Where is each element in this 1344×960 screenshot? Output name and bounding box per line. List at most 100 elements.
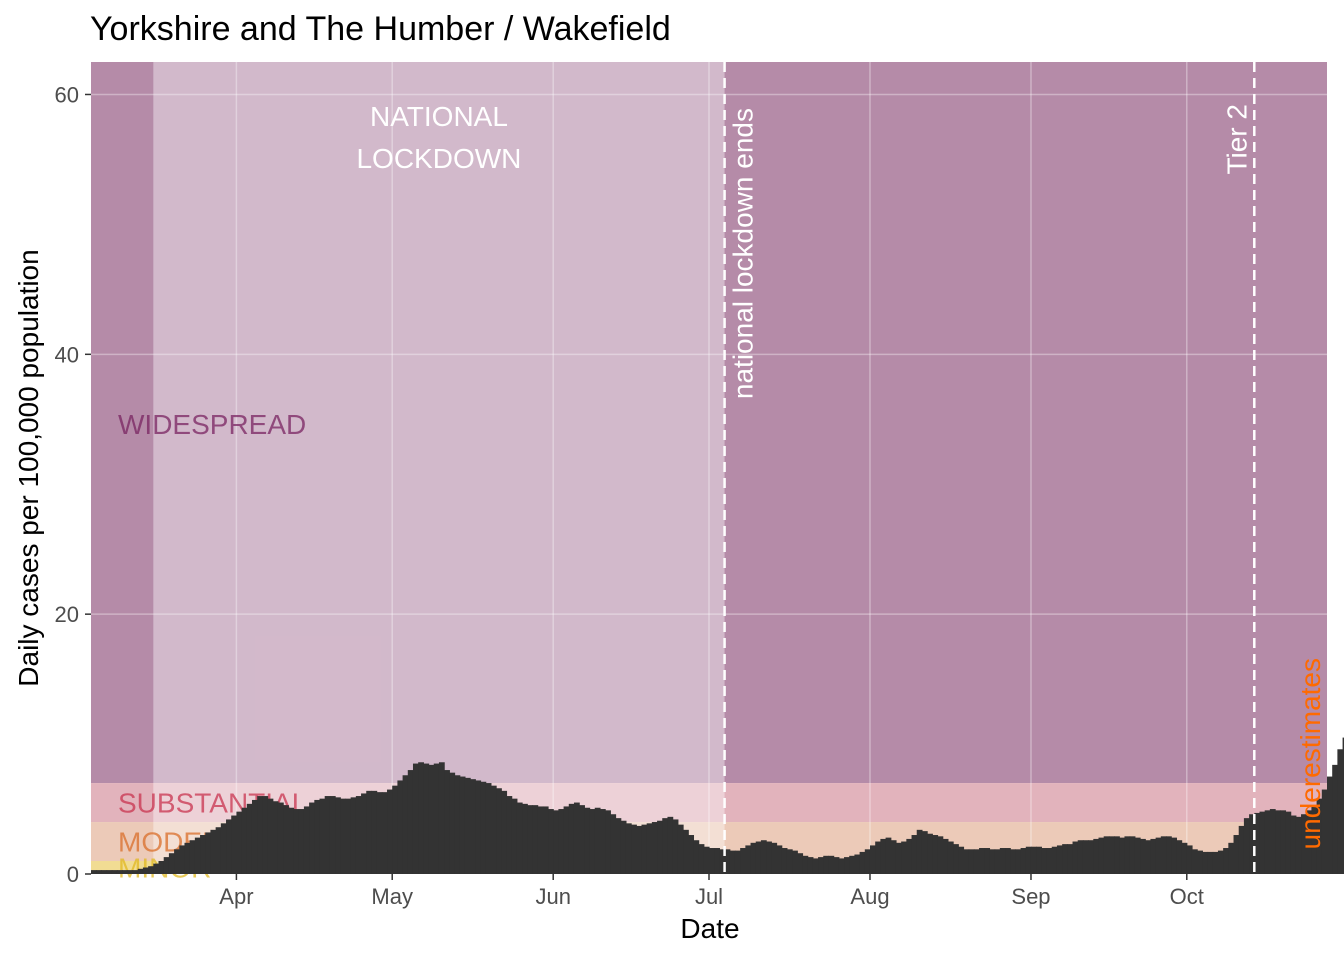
- case-bar: [106, 870, 113, 874]
- case-bar: [1243, 818, 1250, 874]
- x-axis-title: Date: [680, 913, 739, 944]
- case-bar: [231, 815, 238, 874]
- case-bar: [994, 849, 1001, 874]
- case-bar: [984, 848, 991, 874]
- case-bar: [620, 820, 627, 874]
- case-bar: [802, 855, 809, 874]
- case-bar: [1108, 836, 1115, 874]
- case-bar: [745, 845, 752, 874]
- case-bar: [402, 775, 409, 874]
- case-bar: [906, 838, 913, 874]
- case-bar: [615, 818, 622, 874]
- case-bar: [719, 849, 726, 874]
- case-bar: [1306, 810, 1313, 874]
- case-bar: [683, 829, 689, 874]
- case-bar: [319, 798, 326, 874]
- case-bar: [688, 835, 695, 874]
- case-bar: [392, 785, 399, 874]
- case-bar: [428, 764, 435, 874]
- case-bar: [844, 857, 850, 874]
- case-bar: [355, 796, 362, 874]
- case-bar: [1238, 825, 1245, 874]
- case-bar: [1036, 846, 1042, 874]
- case-bar: [475, 780, 482, 874]
- case-bar: [999, 848, 1006, 874]
- case-bar: [236, 811, 243, 874]
- y-tick-label: 60: [55, 82, 79, 107]
- case-bar: [91, 870, 97, 874]
- case-bar: [1295, 816, 1302, 874]
- case-bar: [241, 807, 248, 874]
- case-bar: [1015, 849, 1022, 874]
- case-bar: [142, 867, 149, 874]
- case-bar: [1171, 837, 1177, 874]
- case-bar: [532, 805, 539, 874]
- case-bar: [366, 790, 373, 874]
- case-bar: [750, 842, 757, 874]
- case-bar: [563, 806, 570, 874]
- lockdown-period: [153, 62, 725, 874]
- case-bar: [1337, 749, 1344, 874]
- case-bar: [776, 845, 783, 874]
- case-bar: [1062, 844, 1068, 874]
- case-bar: [189, 840, 196, 874]
- case-bar: [553, 810, 559, 874]
- case-bar: [1051, 846, 1058, 874]
- case-bar: [807, 857, 814, 874]
- case-bar: [298, 809, 305, 874]
- case-bar: [947, 841, 954, 874]
- case-bar: [262, 796, 269, 874]
- case-bar: [859, 851, 866, 874]
- case-bar: [397, 780, 404, 874]
- case-bar: [1098, 837, 1105, 874]
- case-bar: [1290, 815, 1297, 874]
- case-bar: [1020, 848, 1027, 874]
- case-bar: [1316, 798, 1323, 874]
- case-bar: [916, 829, 923, 874]
- case-bar: [1140, 838, 1146, 874]
- case-bar: [854, 854, 861, 874]
- case-bar: [568, 803, 575, 874]
- x-tick-label: Aug: [850, 884, 889, 909]
- case-bar: [1041, 848, 1048, 874]
- case-bar: [833, 857, 840, 874]
- case-bar: [194, 837, 201, 874]
- case-bar: [1176, 840, 1183, 874]
- axes: 0 20 40 60 Apr May Jun Jul Aug Sep Oct: [55, 82, 1204, 909]
- case-bar: [1332, 764, 1338, 874]
- case-bar: [1056, 845, 1063, 874]
- case-bar: [361, 793, 367, 874]
- case-bar: [1280, 810, 1287, 874]
- case-bar: [220, 823, 227, 874]
- case-bar: [1067, 844, 1074, 874]
- case-bar: [179, 845, 186, 874]
- case-bar: [646, 823, 653, 874]
- case-bar: [200, 835, 206, 874]
- case-bar: [797, 853, 804, 874]
- case-bar: [703, 846, 710, 874]
- case-bar: [921, 831, 928, 874]
- case-bar: [111, 870, 118, 874]
- case-bar: [438, 762, 445, 874]
- case-bar: [148, 866, 154, 874]
- case-bar: [1181, 842, 1188, 874]
- case-bar: [329, 796, 336, 874]
- case-bar: [335, 797, 341, 874]
- case-bar: [470, 779, 476, 874]
- case-bar: [163, 857, 170, 874]
- case-bar: [667, 816, 674, 874]
- case-bar: [122, 870, 128, 874]
- case-bar: [340, 798, 347, 874]
- case-bar: [963, 849, 970, 874]
- case-bar: [1119, 837, 1126, 874]
- case-bar: [1103, 836, 1110, 874]
- case-bar: [293, 809, 300, 874]
- case-bar: [781, 848, 788, 874]
- case-bar: [174, 849, 180, 874]
- case-bar: [1072, 841, 1079, 874]
- case-bar: [283, 805, 289, 874]
- case-bar: [1285, 811, 1292, 874]
- case-bar: [823, 855, 830, 874]
- case-bar: [760, 840, 767, 874]
- case-bar: [527, 805, 534, 874]
